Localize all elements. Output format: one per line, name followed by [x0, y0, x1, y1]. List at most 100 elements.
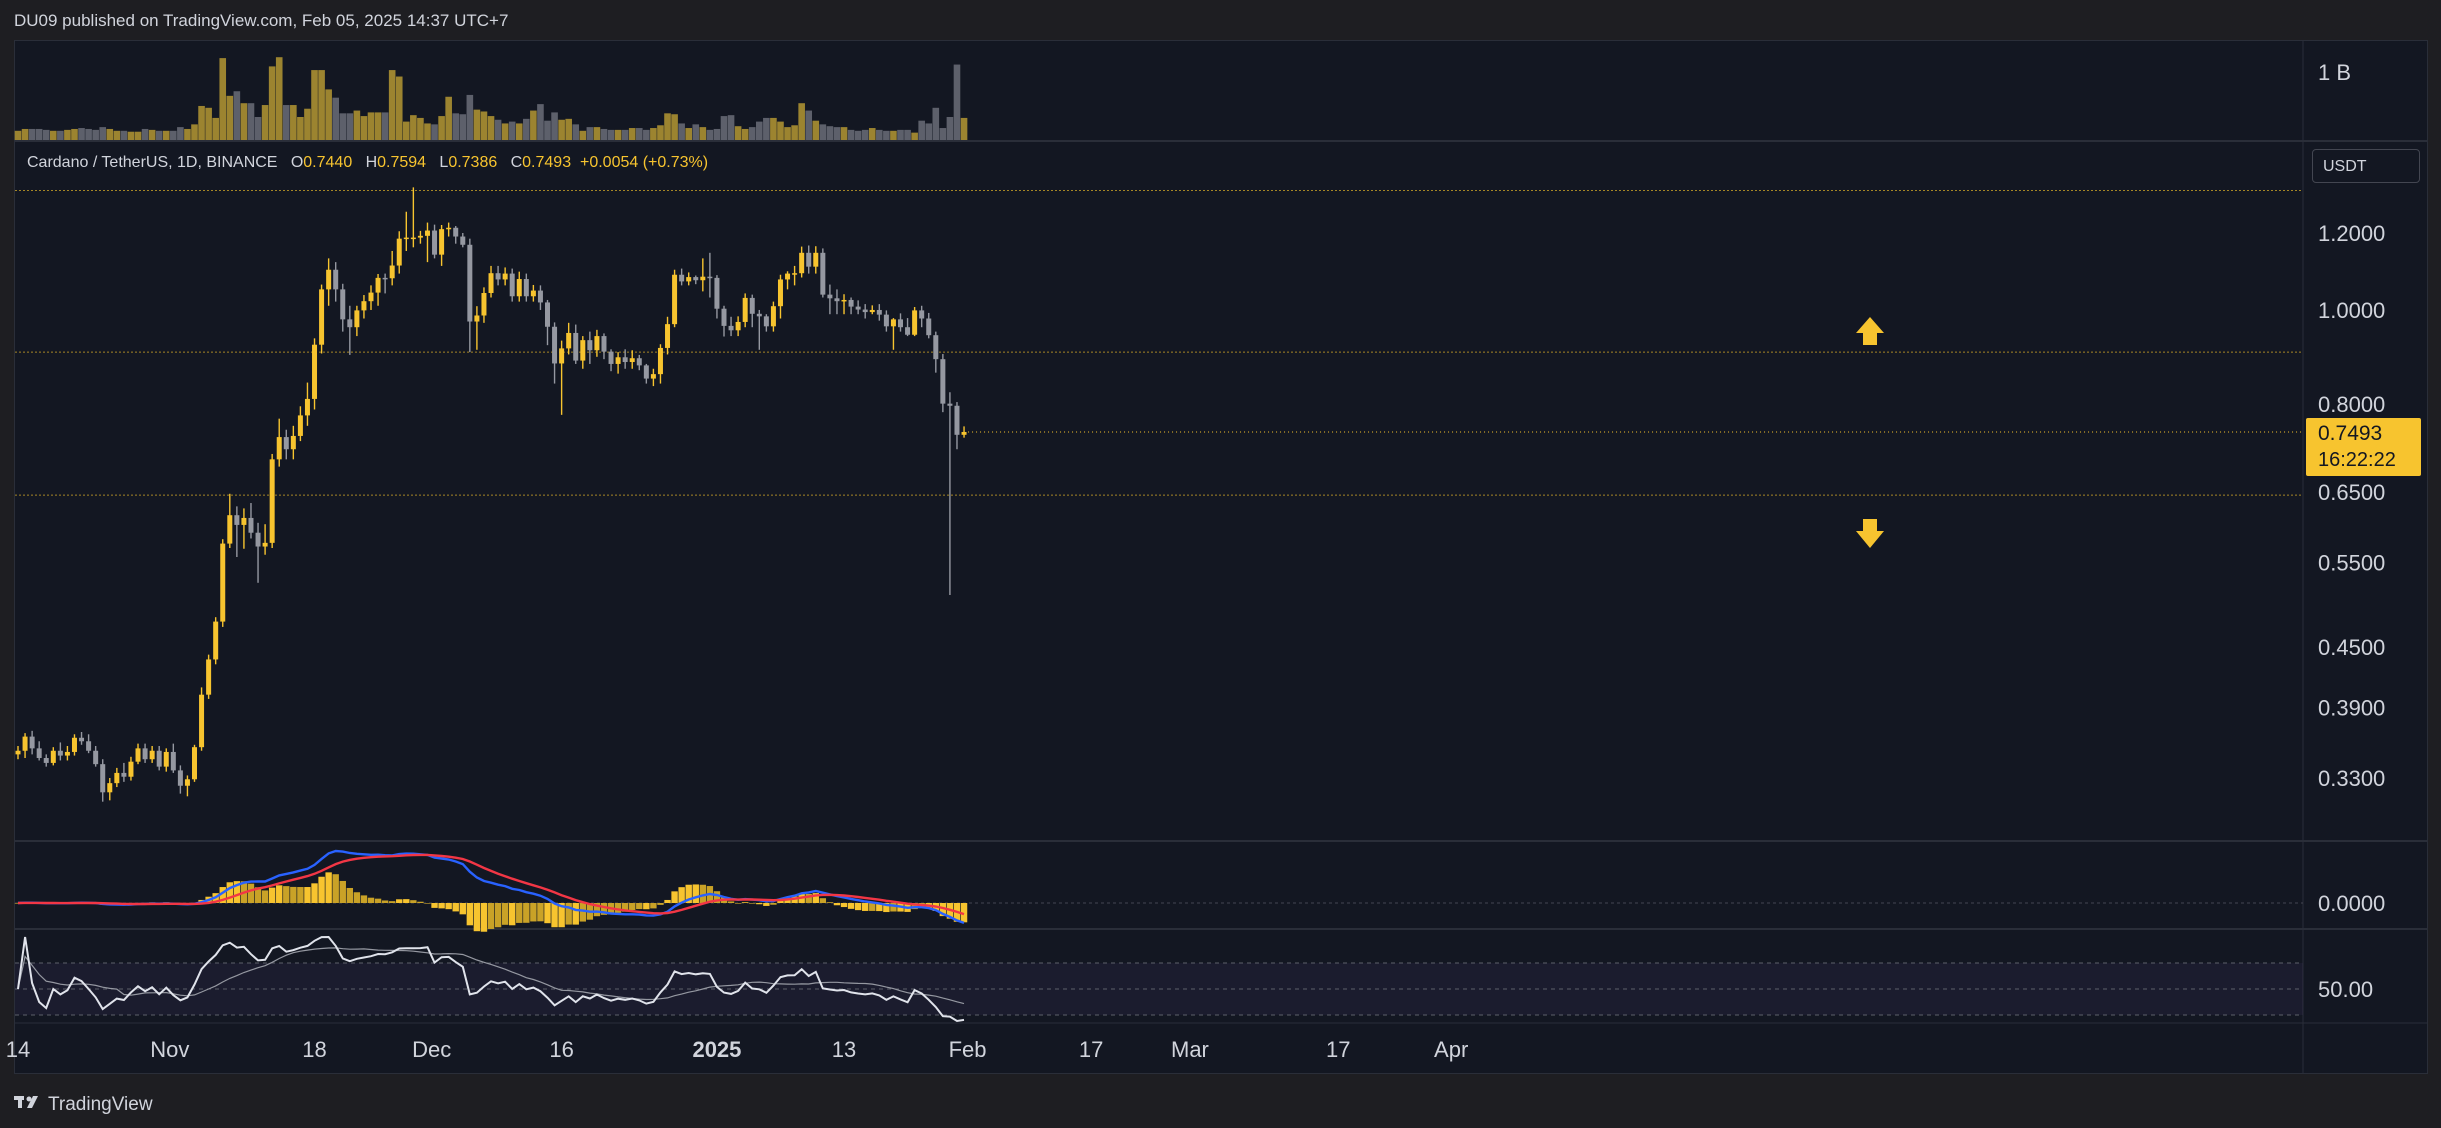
candle-body	[530, 290, 536, 297]
candle-body	[827, 294, 833, 299]
tradingview-logo-icon[interactable]	[12, 1086, 52, 1126]
volume-bar	[212, 117, 219, 140]
macd-histogram-bar	[494, 903, 502, 928]
macd-histogram-bar	[741, 902, 749, 903]
macd-histogram-bar	[360, 895, 368, 903]
macd-histogram-bar	[396, 899, 403, 903]
macd-histogram-bar	[509, 903, 516, 926]
candle-body	[537, 290, 543, 303]
candle-body	[128, 761, 134, 777]
time-axis-label: 14	[6, 1037, 30, 1062]
volume-bar	[226, 95, 234, 140]
macd-histogram-bar	[268, 887, 276, 903]
volume-axis-label: 1 B	[2318, 60, 2351, 85]
candle-body	[15, 750, 21, 755]
high-value: 0.7594	[377, 154, 427, 171]
volume-bar	[861, 129, 869, 140]
candle-body	[241, 517, 247, 525]
candle-body	[220, 543, 226, 622]
macd-histogram-bar	[388, 901, 396, 903]
volume-bar	[14, 130, 22, 140]
candle-body	[446, 227, 452, 230]
open-label: O	[290, 154, 304, 171]
candles	[15, 187, 2303, 802]
macd-histogram-bar	[346, 887, 354, 903]
volume-bar	[332, 97, 339, 140]
candle-body	[453, 227, 459, 237]
brand-name[interactable]: TradingView	[48, 1094, 153, 1115]
candle-body	[79, 737, 85, 742]
volume-bar	[643, 129, 650, 140]
macd-histogram-bar	[862, 903, 869, 911]
time-axis[interactable]: 14 Nov 18 Dec 16 2025 13 Feb 17 Mar 17 Apr	[6, 1037, 1469, 1062]
candle-body	[665, 324, 671, 348]
volume-bar	[734, 126, 742, 140]
volume-bar	[28, 128, 36, 140]
macd-histogram-bar	[283, 886, 290, 903]
candle-body	[806, 252, 812, 267]
candle-body	[495, 273, 501, 280]
volume-bar	[99, 127, 107, 140]
volume-bar	[304, 108, 311, 140]
candle-body	[340, 289, 346, 320]
candle-body	[64, 751, 70, 756]
currency-button[interactable]: USDT	[2312, 149, 2420, 183]
low-value: 0.7386	[448, 154, 498, 171]
candle-body	[481, 293, 487, 316]
macd-histogram-bar	[756, 903, 763, 905]
candle-body	[933, 335, 939, 360]
volume-bar	[558, 119, 565, 140]
macd-histogram-bar	[233, 881, 241, 903]
volume-bar	[353, 110, 361, 140]
volume-bar	[621, 129, 629, 140]
publish-info: DU09 published on TradingView.com, Feb 0…	[14, 11, 509, 30]
candle-body	[50, 750, 56, 763]
macd-histogram-bar	[671, 891, 678, 903]
candle-body	[622, 357, 628, 363]
candle-body	[319, 289, 325, 345]
volume-bar	[459, 114, 467, 140]
volume-bar	[904, 129, 911, 140]
macd-histogram-bar	[939, 903, 947, 917]
macd-histogram-bar	[226, 882, 233, 903]
macd-histogram-bar	[643, 903, 650, 910]
volume-bar	[890, 130, 897, 140]
candle-body	[848, 299, 854, 307]
change-value: +0.0054 (+0.73%)	[579, 154, 709, 171]
volume-bar	[833, 127, 841, 140]
volume-bar	[664, 113, 671, 140]
arrow-down-icon	[1856, 519, 1884, 548]
candle-body	[841, 299, 847, 302]
macd-histogram-bar	[403, 899, 410, 903]
price-axis-label: 0.4500	[2318, 635, 2385, 660]
volume-bar	[763, 117, 770, 140]
candle-body	[312, 344, 318, 399]
macd-histogram-bar	[530, 903, 537, 922]
candle-body	[912, 310, 918, 335]
volume-bar	[494, 119, 502, 140]
macd-histogram-bar	[657, 903, 664, 905]
candle-body	[354, 310, 360, 328]
volume-bar	[635, 128, 643, 140]
macd-histogram-bar	[960, 903, 968, 923]
volume-bar	[748, 127, 756, 140]
candle-body	[516, 279, 522, 297]
candle-body	[276, 437, 282, 460]
volume-bar	[438, 116, 445, 140]
candle-body	[728, 325, 734, 331]
candle-body	[763, 316, 769, 327]
macd-histogram-bar	[558, 903, 565, 928]
volume-bar	[798, 103, 805, 140]
price-axis[interactable]: 1.2000 1.0000 0.8000 0.6500 0.5500 0.4500 0.39…	[2318, 60, 2385, 1002]
candle-body	[439, 229, 445, 255]
volume-bar	[501, 123, 509, 140]
volume-bar	[395, 76, 403, 140]
volume-bar	[784, 127, 791, 140]
macd-histogram-bar	[593, 903, 601, 917]
candle-body	[326, 269, 332, 290]
candle-body	[93, 750, 99, 765]
candle-body	[869, 309, 875, 313]
candle-body	[114, 772, 120, 784]
macd-histogram-bar	[749, 903, 756, 904]
